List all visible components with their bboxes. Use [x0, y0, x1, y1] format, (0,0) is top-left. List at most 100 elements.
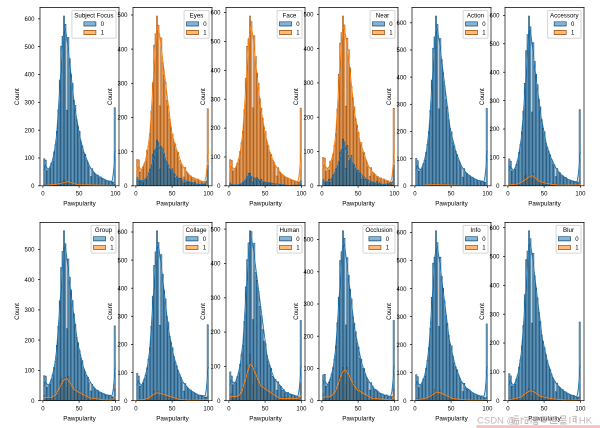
svg-text:400: 400 [117, 47, 128, 53]
svg-text:200: 200 [117, 343, 128, 349]
svg-text:100: 100 [482, 407, 493, 413]
svg-text:400: 400 [489, 70, 500, 76]
svg-text:0: 0 [227, 192, 231, 198]
svg-text:200: 200 [489, 341, 500, 347]
svg-text:1: 1 [296, 31, 300, 37]
svg-text:0: 0 [217, 399, 221, 405]
svg-text:0: 0 [413, 192, 417, 198]
svg-text:400: 400 [303, 270, 314, 276]
svg-text:Pawpularity: Pawpularity [63, 415, 96, 422]
svg-text:Count: Count [293, 88, 300, 105]
svg-text:300: 300 [396, 315, 407, 321]
svg-text:0: 0 [227, 407, 231, 413]
svg-text:0: 0 [320, 407, 324, 413]
svg-text:0: 0 [389, 22, 393, 28]
svg-text:50: 50 [169, 192, 176, 198]
svg-text:Collage: Collage [186, 227, 208, 234]
svg-text:1: 1 [203, 246, 207, 252]
svg-text:300: 300 [489, 99, 500, 105]
svg-text:Count: Count [479, 88, 486, 105]
svg-text:300: 300 [210, 296, 221, 302]
svg-text:0: 0 [310, 184, 314, 190]
svg-text:Pawpularity: Pawpularity [249, 201, 282, 208]
svg-text:500: 500 [24, 45, 35, 51]
svg-text:500: 500 [117, 13, 128, 19]
svg-text:400: 400 [396, 287, 407, 293]
svg-text:100: 100 [575, 192, 586, 198]
svg-text:Human: Human [280, 227, 301, 234]
svg-text:600: 600 [489, 14, 500, 20]
svg-text:Pawpularity: Pawpularity [63, 201, 96, 208]
svg-text:50: 50 [355, 192, 362, 198]
svg-text:400: 400 [24, 73, 35, 79]
svg-text:0: 0 [413, 407, 417, 413]
svg-text:300: 300 [24, 101, 35, 107]
svg-text:100: 100 [389, 192, 400, 198]
svg-text:Pawpularity: Pawpularity [156, 201, 189, 208]
svg-text:0: 0 [101, 22, 105, 28]
svg-text:CSDN @: CSDN @ [477, 415, 516, 426]
svg-text:600: 600 [210, 11, 221, 17]
svg-text:Subject Focus: Subject Focus [74, 12, 113, 19]
svg-text:Group: Group [95, 227, 113, 234]
svg-text:100: 100 [117, 150, 128, 156]
svg-text:50: 50 [541, 192, 548, 198]
svg-text:300: 300 [117, 315, 128, 321]
svg-text:300: 300 [303, 302, 314, 308]
svg-text:Count: Count [479, 303, 486, 320]
svg-text:Count: Count [200, 303, 207, 320]
svg-text:0: 0 [41, 407, 45, 413]
svg-text:Pawpularity: Pawpularity [342, 201, 375, 208]
svg-text:50: 50 [448, 407, 455, 413]
svg-text:0: 0 [403, 399, 407, 405]
svg-text:300: 300 [117, 82, 128, 88]
svg-text:1: 1 [110, 246, 114, 252]
svg-text:500: 500 [303, 238, 314, 244]
svg-text:600: 600 [24, 17, 35, 23]
svg-text:100: 100 [210, 155, 221, 161]
svg-text:0: 0 [482, 22, 486, 28]
svg-text:500: 500 [24, 248, 35, 254]
svg-text:Face: Face [283, 12, 297, 19]
svg-text:0: 0 [310, 399, 314, 405]
svg-text:Pawpularity: Pawpularity [528, 201, 561, 208]
svg-text:0: 0 [31, 399, 35, 405]
svg-text:100: 100 [110, 407, 121, 413]
svg-text:0: 0 [31, 184, 35, 190]
svg-text:Count: Count [14, 303, 21, 320]
svg-text:200: 200 [117, 116, 128, 122]
svg-text:1: 1 [571, 31, 575, 37]
svg-text:0: 0 [320, 192, 324, 198]
svg-text:Pawpularity: Pawpularity [342, 415, 375, 422]
svg-text:Blur: Blur [563, 227, 574, 234]
svg-text:Action: Action [467, 12, 485, 19]
svg-text:50: 50 [76, 407, 83, 413]
svg-text:600: 600 [489, 226, 500, 232]
svg-text:0: 0 [217, 184, 221, 190]
svg-text:400: 400 [210, 262, 221, 268]
svg-text:400: 400 [24, 278, 35, 284]
svg-text:400: 400 [117, 286, 128, 292]
svg-text:0: 0 [124, 399, 128, 405]
svg-text:300: 300 [24, 308, 35, 314]
svg-text:100: 100 [110, 192, 121, 198]
svg-text:100: 100 [489, 370, 500, 376]
svg-text:1: 1 [482, 31, 486, 37]
svg-text:100: 100 [296, 407, 307, 413]
svg-text:50: 50 [76, 192, 83, 198]
svg-text:0: 0 [496, 399, 500, 405]
svg-text:1: 1 [101, 31, 105, 37]
svg-text:100: 100 [117, 371, 128, 377]
svg-text:200: 200 [489, 127, 500, 133]
svg-text:0: 0 [571, 22, 575, 28]
svg-text:600: 600 [117, 230, 128, 236]
svg-text:100: 100 [389, 407, 400, 413]
svg-text:200: 200 [210, 330, 221, 336]
svg-text:400: 400 [210, 69, 221, 75]
svg-text:100: 100 [489, 156, 500, 162]
svg-text:300: 300 [489, 312, 500, 318]
svg-text:Accessory: Accessory [550, 12, 579, 19]
svg-text:50: 50 [448, 192, 455, 198]
svg-text:100: 100 [303, 150, 314, 156]
svg-text:600: 600 [396, 21, 407, 27]
